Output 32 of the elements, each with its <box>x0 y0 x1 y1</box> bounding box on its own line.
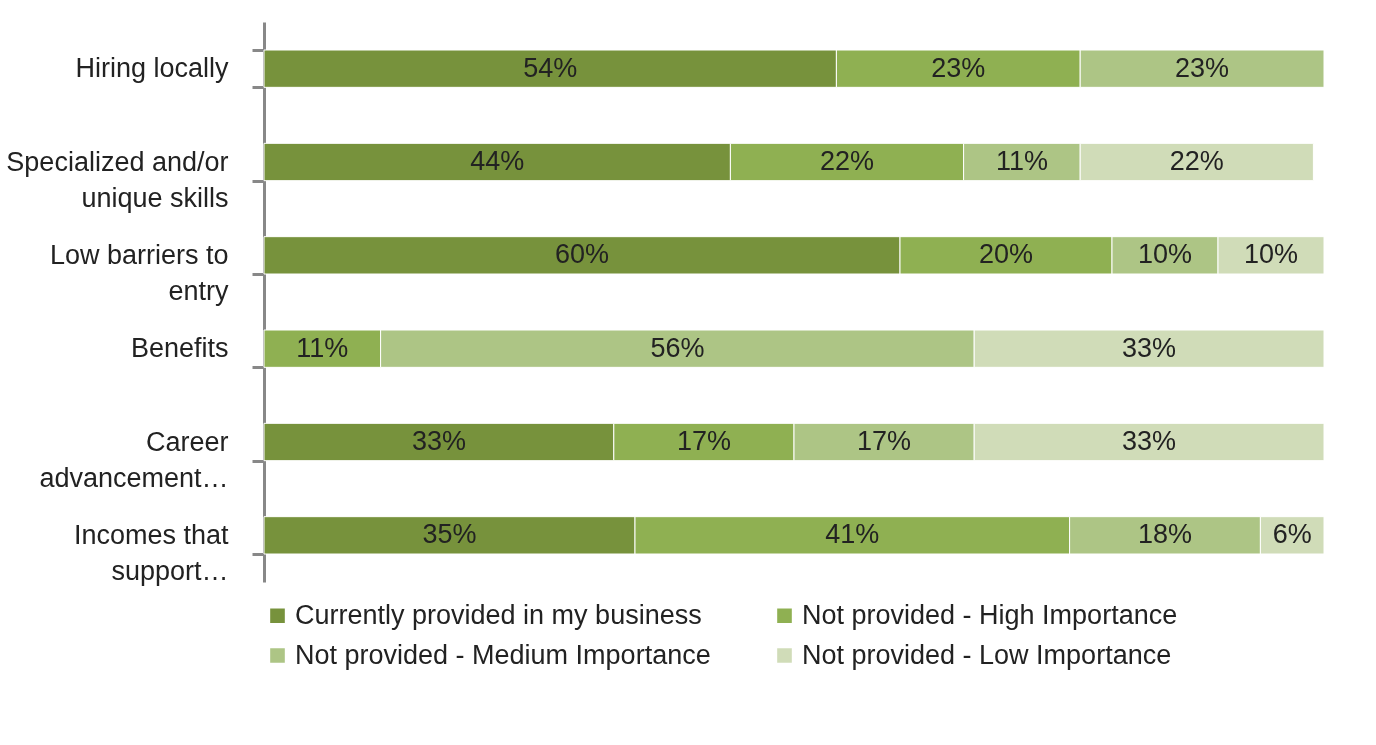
data-label: 56% <box>650 332 705 363</box>
data-label: 54% <box>523 52 578 83</box>
data-label: 11% <box>296 332 349 363</box>
legend-label: Not provided - Low Importance <box>802 639 1172 670</box>
data-label: 10% <box>1243 239 1299 270</box>
legend-label: Currently provided in my business <box>295 599 702 630</box>
legend-label: Not provided - Medium Importance <box>295 639 711 670</box>
data-label: 33% <box>1122 426 1177 456</box>
y-tick-label: Hiring locally <box>75 53 229 84</box>
data-label: 22% <box>1169 146 1224 176</box>
data-label: 41% <box>825 519 880 550</box>
data-label: 17% <box>676 426 731 456</box>
data-label: 33% <box>1122 332 1177 363</box>
data-label: 23% <box>931 52 986 83</box>
y-tick-label: Incomes that support… <box>73 519 229 586</box>
data-label: 33% <box>411 426 466 456</box>
data-label: 22% <box>819 146 875 176</box>
data-label: 20% <box>978 239 1034 270</box>
data-label: 17% <box>857 426 912 456</box>
y-tick-label: Career advancement… <box>39 426 229 493</box>
y-tick-label: Benefits <box>130 333 229 364</box>
data-label: 35% <box>422 519 477 550</box>
y-tick-label: Specialized and/or unique skills <box>6 146 229 213</box>
data-label: 60% <box>554 239 610 270</box>
legend-label: Not provided - High Importance <box>802 599 1178 630</box>
data-label: 6% <box>1272 519 1312 550</box>
data-label: 11% <box>995 146 1048 176</box>
y-tick-label: Low barriers to entry <box>49 239 229 306</box>
data-label: 18% <box>1137 519 1193 550</box>
data-label: 10% <box>1137 239 1193 270</box>
data-label: 23% <box>1175 52 1230 83</box>
data-label: 44% <box>470 146 525 176</box>
